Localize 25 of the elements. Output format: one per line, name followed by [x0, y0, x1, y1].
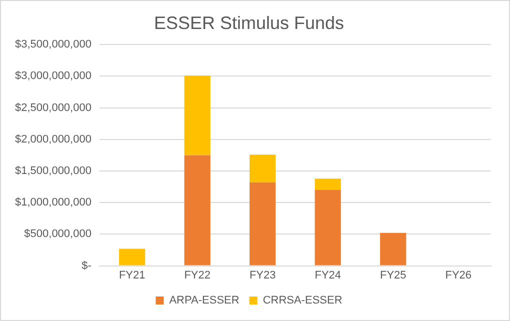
x-tick-label: FY21 [118, 269, 146, 282]
bar [119, 248, 146, 266]
bar [184, 155, 210, 266]
x-tick-label: FY25 [380, 269, 406, 282]
y-tick-label: $2,500,000,000 [14, 102, 92, 114]
bar [250, 154, 276, 182]
y-tick-label: $2,000,000,000 [14, 133, 92, 146]
x-tick-label: FY22 [184, 269, 210, 282]
bar [184, 76, 210, 156]
bar [314, 178, 341, 190]
legend-label: ARPA-ESSER [169, 294, 240, 307]
bar [380, 232, 406, 266]
y-tick-label: $- [82, 260, 92, 272]
y-tick-label: $3,000,000,000 [14, 70, 92, 82]
y-tick-label: $500,000,000 [24, 228, 92, 240]
chart-title: ESSER Stimulus Funds [154, 12, 344, 33]
bar [314, 190, 341, 266]
bar [250, 182, 276, 266]
legend-label: CRRSA-ESSER [262, 294, 342, 307]
y-tick-label: $1,000,000,000 [14, 196, 92, 209]
y-tick-label: $1,500,000,000 [14, 165, 92, 178]
x-tick-label: FY24 [314, 269, 342, 282]
y-tick-label: $3,500,000,000 [14, 38, 92, 51]
x-tick-label: FY26 [445, 269, 472, 282]
x-tick-label: FY23 [249, 269, 276, 282]
